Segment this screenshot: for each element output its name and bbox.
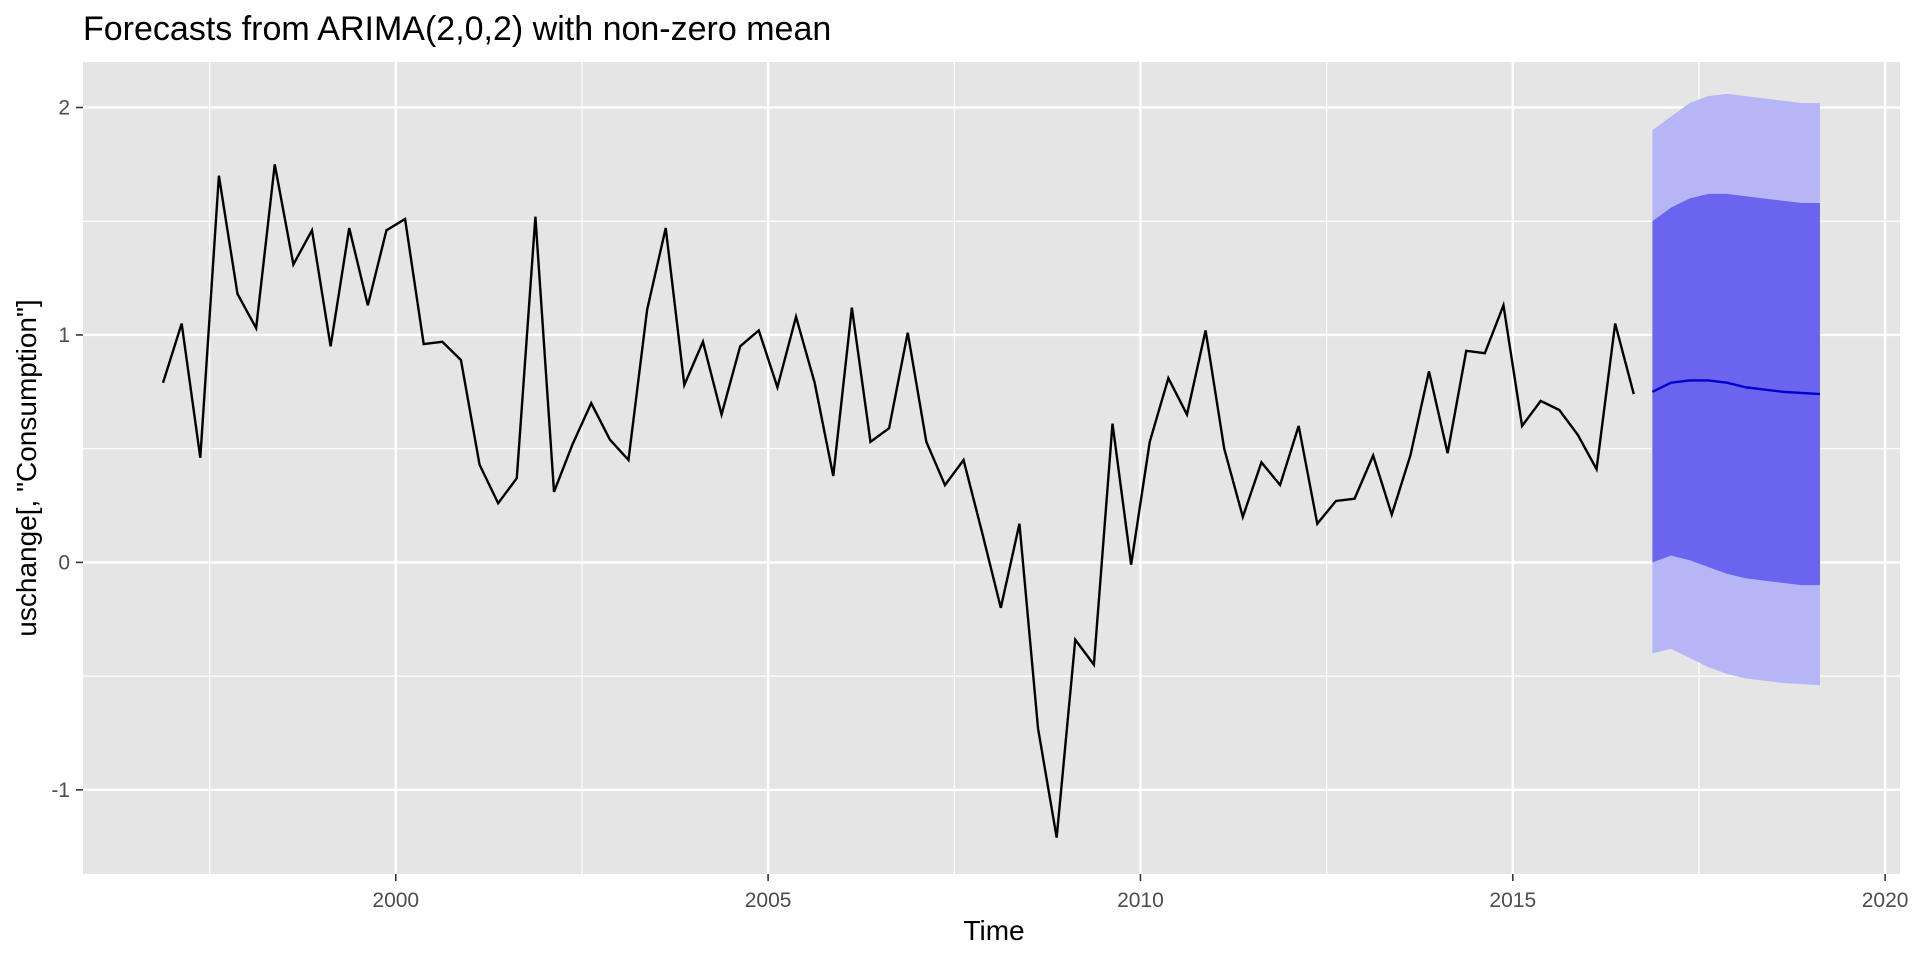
x-tick-label: 2020 xyxy=(1862,889,1909,912)
history-line-group xyxy=(161,164,1635,838)
y-axis-title: uschange[, "Consumption"] xyxy=(11,299,42,636)
x-tick-label: 2010 xyxy=(1117,889,1164,912)
y-tick-label: -1 xyxy=(51,779,70,802)
history-line xyxy=(161,164,1635,838)
x-tick-label: 2005 xyxy=(745,889,792,912)
y-axis-ticks: -1 0 1 2 xyxy=(51,96,83,802)
prediction-interval-80 xyxy=(1652,193,1820,586)
x-axis-ticks: 2000 2005 2010 2015 2020 xyxy=(372,874,1908,912)
x-axis-title: Time xyxy=(963,915,1024,946)
y-tick-label: 2 xyxy=(58,96,70,119)
major-gridlines xyxy=(83,62,1900,874)
x-tick-label: 2000 xyxy=(372,889,419,912)
forecast-mean-line xyxy=(1651,379,1821,396)
y-tick-label: 1 xyxy=(58,324,70,347)
y-tick-label: 0 xyxy=(58,551,70,574)
plot-panel xyxy=(83,62,1900,874)
forecast-mean-line-group xyxy=(1651,379,1821,396)
chart-title: Forecasts from ARIMA(2,0,2) with non-zer… xyxy=(83,10,831,48)
x-tick-label: 2015 xyxy=(1489,889,1536,912)
pi80-band xyxy=(1652,193,1820,586)
